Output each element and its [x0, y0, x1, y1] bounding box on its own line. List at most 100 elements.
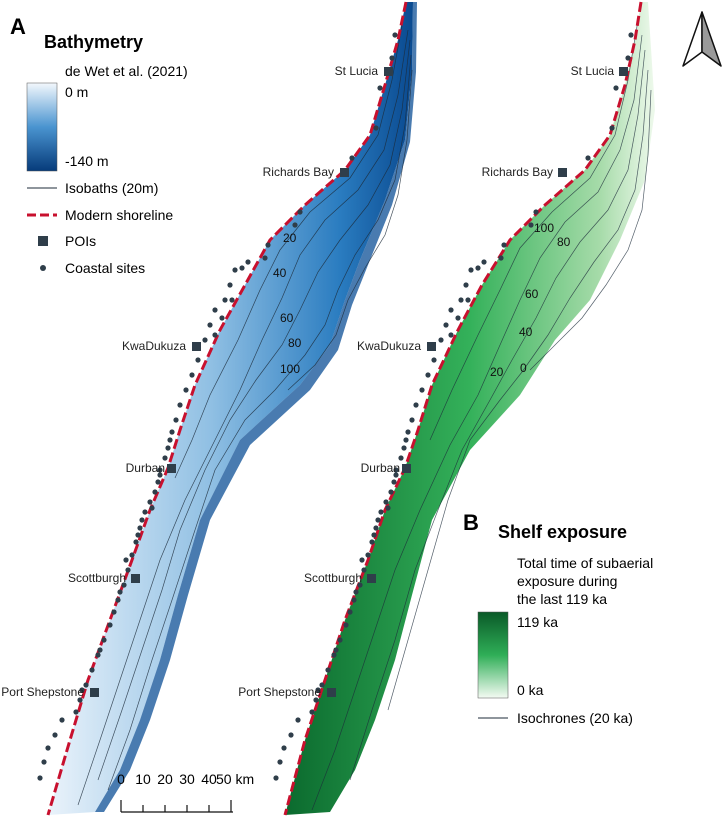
scale-label-50: 50 km [216, 771, 254, 787]
poi-label-scottburgh: Scottburgh [68, 571, 126, 585]
coastal-site-dot [169, 429, 175, 435]
coastal-site-dot [152, 489, 158, 495]
coastal-site-dot [481, 259, 487, 265]
coastal-site-dot [52, 732, 58, 738]
coastal-site-dot [319, 682, 325, 688]
coastal-site-dot [189, 372, 195, 378]
bathymetry-ramp [26, 82, 58, 172]
coastal-site-dot [465, 297, 471, 303]
coastal-site-dot [438, 337, 444, 343]
coastal-site-dot [463, 282, 469, 288]
coastal-site-dot [389, 55, 395, 61]
poi-marker [131, 574, 140, 583]
coastal-site-dot [157, 467, 163, 473]
coastal-site-dot [385, 505, 391, 511]
poi-marker [402, 464, 411, 473]
coastal-site-dot [227, 282, 233, 288]
coastal-site-dot [207, 322, 213, 328]
poi-label-port-shepstone: Port Shepstone [238, 685, 321, 699]
ramp-bottom-label: -140 m [65, 153, 109, 169]
coastal-site-dot [391, 479, 397, 485]
coastal-site-dot [343, 622, 349, 628]
coastal-site-dot [111, 609, 117, 615]
shoreline-legend-label: Modern shoreline [65, 207, 173, 223]
poi-marker [384, 67, 393, 76]
poi-label-kwadukuza: KwaDukuza [357, 339, 421, 353]
coastal-site-dot [222, 297, 228, 303]
poi-legend-label: POIs [65, 233, 96, 249]
coastal-site-dot [347, 609, 353, 615]
poi-marker [340, 168, 349, 177]
coastal-site-dot [157, 472, 163, 478]
coastal-site-dot [129, 552, 135, 558]
coastal-site-dot [375, 517, 381, 523]
coastal-site-dot [95, 652, 101, 658]
coastal-site-dot [337, 637, 343, 643]
coastal-site-dot [212, 307, 218, 313]
scale-label-0: 0 [117, 771, 125, 787]
legend-subtitle-line-3: the last 119 ka [517, 591, 607, 607]
coastal-site-dot [325, 667, 331, 673]
coastal-site-dot [383, 499, 389, 505]
coastal-site-dot [388, 489, 394, 495]
isobath-label-60: 60 [280, 311, 294, 325]
coastal-site-dot [59, 717, 65, 723]
coastal-site-dot [403, 437, 409, 443]
coastal-site-dot [401, 445, 407, 451]
coastal-site-dot [73, 709, 79, 715]
coastal-site-dot [115, 597, 121, 603]
isochrone-label-20: 20 [490, 365, 504, 379]
poi-label-port-shepstone: Port Shepstone [1, 685, 84, 699]
poi-label-st-lucia: St Lucia [571, 64, 615, 78]
coastal-site-dot [613, 85, 619, 91]
coastal-site-dot [393, 467, 399, 473]
coastal-site-dot [265, 242, 271, 248]
isochrone-label-100: 100 [534, 221, 554, 235]
coastal-site-dot [458, 297, 464, 303]
coastal-site-dot [79, 687, 85, 693]
coastal-site-dot [398, 455, 404, 461]
data-source: de Wet et al. (2021) [65, 63, 188, 79]
coastal-site-dot [361, 567, 367, 573]
scale-label-40: 40 [201, 771, 217, 787]
coastal-site-dot [292, 222, 298, 228]
poi-marker [90, 688, 99, 697]
coastal-site-dot [133, 539, 139, 545]
coastal-site-dot [135, 532, 141, 538]
coastal-site-dot [468, 267, 474, 273]
coastal-site-dot [448, 307, 454, 313]
legend-subtitle-line-2: exposure during [517, 573, 617, 589]
coastal-site-dot [202, 337, 208, 343]
legend-a: A Bathymetry de Wet et al. (2021) 0 m -1… [10, 14, 188, 276]
poi-label-st-lucia: St Lucia [335, 64, 379, 78]
coastal-site-dot [357, 582, 363, 588]
ramp-top-label: 0 m [65, 84, 88, 100]
coastal-site-dot [125, 567, 131, 573]
coastal-site-dot [277, 759, 283, 765]
coastal-site-dot [155, 479, 161, 485]
isobaths [77, 19, 413, 806]
coastal-sites-a [37, 32, 398, 781]
panel-title-b: Shelf exposure [498, 522, 627, 542]
coastal-site-dot [183, 387, 189, 393]
coastal-site-dot [351, 597, 357, 603]
ramp-top-label: 119 ka [517, 614, 558, 630]
coastal-site-dot [378, 509, 384, 515]
coastal-site-dot [41, 759, 47, 765]
isochrone-label-40: 40 [519, 325, 533, 339]
coastal-site-dot [177, 402, 183, 408]
isochrone-label-0: 0 [520, 361, 527, 375]
coastal-site-dot [229, 297, 235, 303]
ramp-bottom-label: 0 ka [517, 682, 544, 698]
coastal-site-dot [419, 387, 425, 393]
poi-swatch [38, 236, 48, 246]
poi-marker [558, 168, 567, 177]
coastal-site-dot [89, 667, 95, 673]
coastal-site-dot [142, 509, 148, 515]
isobath-label-80: 80 [288, 336, 302, 350]
coastal-site-dot [498, 255, 504, 261]
scale-label-10: 10 [135, 771, 151, 787]
poi-marker [427, 342, 436, 351]
coastal-site-dot [137, 525, 143, 531]
poi-marker [167, 464, 176, 473]
